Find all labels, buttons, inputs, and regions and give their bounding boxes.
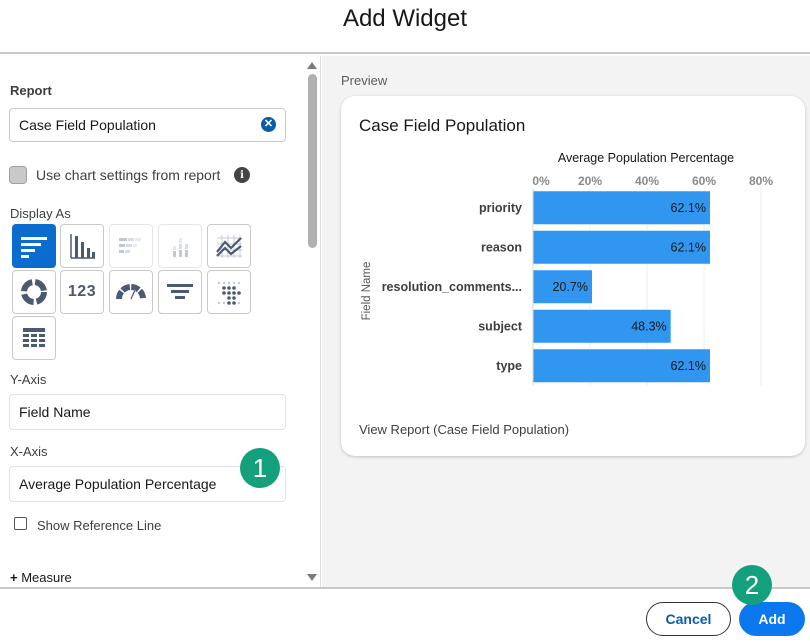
donut-chart-icon — [21, 279, 47, 305]
use-chart-settings-checkbox[interactable] — [9, 166, 27, 184]
step-badge-1: 1 — [240, 448, 280, 488]
horizontal-bar-chart-icon — [21, 237, 47, 258]
display-as-label: Display As — [10, 206, 71, 221]
scatter-chart-icon — [217, 281, 241, 305]
scroll-up-arrow-icon[interactable] — [307, 62, 317, 69]
line-chart-icon — [216, 235, 242, 258]
preview-label: Preview — [341, 73, 388, 88]
display-stacked-vertical-bar-tile[interactable] — [158, 224, 202, 268]
display-scatter-tile[interactable] — [207, 270, 251, 314]
report-label: Report — [10, 83, 52, 98]
y-axis-label: Y-Axis — [10, 372, 47, 387]
gauge-icon — [116, 284, 146, 300]
use-chart-settings-label: Use chart settings from report — [36, 167, 221, 183]
step-badge-2: 2 — [732, 565, 772, 605]
view-report-link[interactable]: View Report (Case Field Population) — [359, 422, 570, 437]
add-measure-link[interactable]: + Measure — [10, 570, 72, 585]
report-combobox[interactable]: Case Field Population ✕ — [9, 108, 286, 142]
clear-icon[interactable]: ✕ — [261, 117, 276, 132]
display-horizontal-bar-tile[interactable] — [12, 224, 56, 268]
y-axis-input[interactable]: Field Name — [9, 394, 286, 430]
add-button[interactable]: Add — [739, 602, 805, 636]
table-icon — [23, 328, 45, 347]
x-axis-label: X-Axis — [10, 444, 48, 459]
dialog-title: Add Widget — [342, 5, 468, 32]
measure-label: Measure — [17, 570, 72, 585]
stacked-vertical-bar-icon — [173, 238, 188, 257]
display-stacked-horizontal-bar-tile[interactable] — [109, 224, 153, 268]
display-table-tile[interactable] — [12, 316, 56, 360]
report-value: Case Field Population — [19, 117, 156, 133]
display-donut-tile[interactable] — [12, 270, 56, 314]
display-funnel-tile[interactable] — [158, 270, 202, 314]
info-icon[interactable]: i — [234, 167, 250, 183]
scrollbar-thumb[interactable] — [308, 74, 317, 248]
preview-card — [341, 96, 805, 456]
cancel-button[interactable]: Cancel — [646, 602, 731, 636]
stacked-horizontal-bar-icon — [119, 238, 141, 253]
dialog-header: Add Widget — [0, 0, 810, 54]
display-gauge-tile[interactable] — [109, 270, 153, 314]
preview-card-title: Case Field Population — [359, 116, 526, 135]
display-vertical-bar-tile[interactable] — [60, 224, 104, 268]
vertical-bar-chart-icon — [70, 234, 95, 259]
x-axis-input[interactable]: Average Population Percentage — [9, 466, 286, 502]
display-metric-tile[interactable]: 123 — [60, 270, 104, 314]
scroll-down-arrow-icon[interactable] — [307, 574, 317, 581]
funnel-icon — [167, 284, 193, 299]
metric-icon: 123 — [67, 283, 97, 300]
display-line-tile[interactable] — [207, 224, 251, 268]
plus-icon: + — [10, 570, 18, 585]
show-reference-line-checkbox[interactable] — [14, 517, 27, 530]
show-reference-line-label: Show Reference Line — [37, 518, 162, 533]
